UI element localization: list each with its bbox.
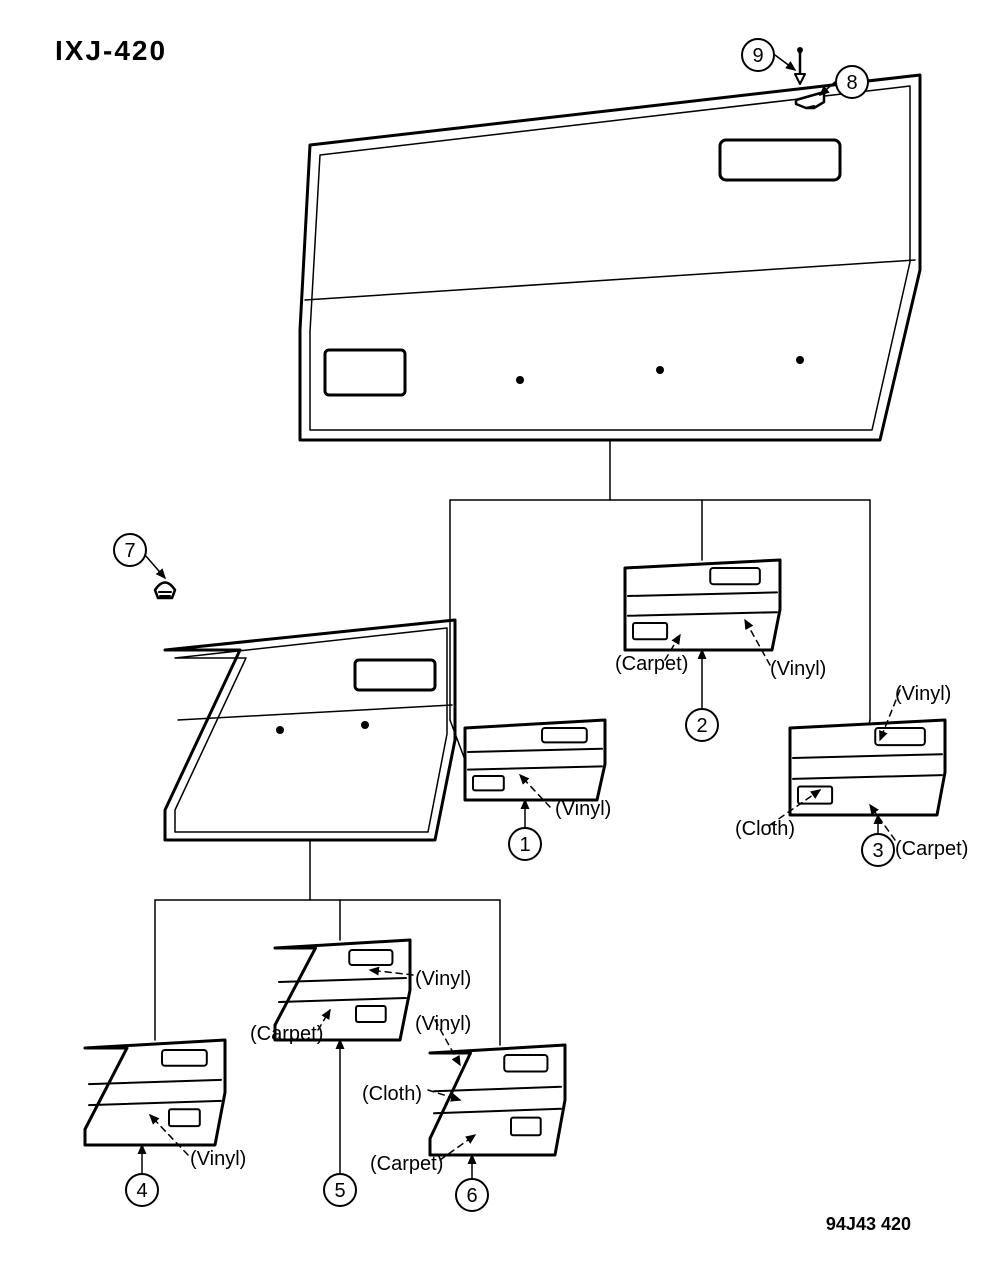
svg-text:2: 2 (696, 715, 707, 737)
svg-text:(Vinyl): (Vinyl) (555, 798, 611, 820)
diagram-title: IXJ-420 (55, 35, 167, 67)
svg-text:(Carpet): (Carpet) (895, 838, 968, 860)
svg-text:4: 4 (136, 1180, 147, 1202)
svg-text:(Carpet): (Carpet) (615, 653, 688, 675)
svg-text:8: 8 (846, 72, 857, 94)
svg-text:(Carpet): (Carpet) (370, 1153, 443, 1175)
svg-text:5: 5 (334, 1180, 345, 1202)
svg-text:(Cloth): (Cloth) (735, 818, 795, 840)
svg-text:1: 1 (519, 834, 530, 856)
svg-text:(Vinyl): (Vinyl) (190, 1148, 246, 1170)
svg-text:(Vinyl): (Vinyl) (415, 968, 471, 990)
svg-text:9: 9 (752, 45, 763, 67)
svg-text:(Cloth): (Cloth) (362, 1083, 422, 1105)
svg-text:(Vinyl): (Vinyl) (770, 658, 826, 680)
diagram-footer: 94J43 420 (826, 1214, 911, 1235)
svg-text:7: 7 (124, 540, 135, 562)
svg-text:(Vinyl): (Vinyl) (895, 683, 951, 705)
svg-text:(Vinyl): (Vinyl) (415, 1013, 471, 1035)
svg-text:(Carpet): (Carpet) (250, 1023, 323, 1045)
diagram-svg: 1 2 3 4 5 6 7 8 9 (Vinyl) (Carpet) (Vinyl) (Vinyl) (C… (0, 0, 991, 1275)
svg-text:3: 3 (872, 840, 883, 862)
svg-text:6: 6 (466, 1185, 477, 1207)
